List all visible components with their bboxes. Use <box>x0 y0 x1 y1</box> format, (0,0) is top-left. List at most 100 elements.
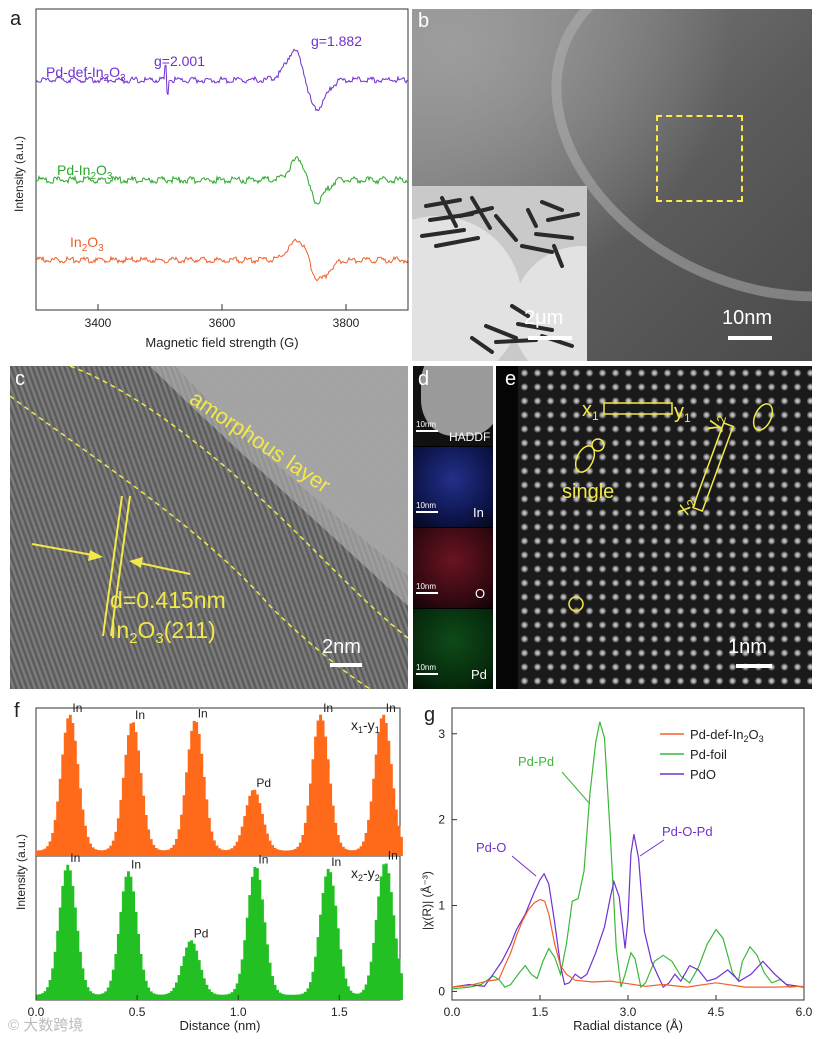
main-scalebar <box>728 336 772 340</box>
profile-bar <box>132 722 135 856</box>
profile-bar <box>309 783 312 856</box>
profile-bar <box>162 850 166 856</box>
profile-bar <box>79 788 82 856</box>
pd-map-tile: 10nm Pd <box>413 609 493 689</box>
profile-bar <box>250 876 254 1000</box>
profile-bar <box>326 868 330 1000</box>
profile-bar <box>364 833 368 856</box>
profile-bar <box>273 847 277 856</box>
profile-bar <box>147 829 151 856</box>
profile-bar <box>79 951 82 1000</box>
profile-bar <box>200 753 204 856</box>
peak-label: In <box>331 855 341 869</box>
profile-bar <box>296 846 300 856</box>
profile-bar <box>384 723 388 856</box>
profile-bar <box>223 850 226 856</box>
profile-bar <box>137 750 140 856</box>
profile-bar <box>53 819 57 856</box>
haddf-label: HADDF <box>449 430 491 444</box>
profile-bar <box>220 994 224 1000</box>
peak-label: In <box>131 858 141 872</box>
profile-bar <box>261 899 264 1000</box>
profile-bar <box>362 989 365 1000</box>
profile-bar <box>346 849 350 856</box>
profile-bar <box>253 867 257 1000</box>
profile-bar <box>162 994 166 1000</box>
stem-edge <box>496 366 518 689</box>
profile-bar <box>99 994 103 1000</box>
profile-bar <box>291 994 295 1000</box>
profile-bar <box>394 938 398 1000</box>
profile-bar <box>139 773 143 856</box>
profile-bar <box>202 777 206 856</box>
profile-bar <box>379 876 383 1000</box>
profile-bar <box>218 848 221 856</box>
haddf-tile: 10nm HADDF <box>413 366 493 446</box>
profile-bar <box>192 720 196 856</box>
epr-series-pd-def-in2o3 <box>35 48 409 112</box>
profile-bar <box>157 849 161 856</box>
exafs-xtick-label: 6.0 <box>796 1005 813 1019</box>
peak-label: In <box>70 851 80 865</box>
d-spacing-label: d=0.415nm <box>110 587 226 613</box>
watermark: © 大数跨境 <box>8 1017 84 1034</box>
profile-bar <box>392 915 396 1000</box>
profile-bar <box>137 934 140 1000</box>
profile-bar <box>43 848 47 856</box>
stem-scalebar-label: 1nm <box>728 636 767 658</box>
profile-bar <box>41 993 44 1000</box>
profile-bar <box>314 736 317 856</box>
profile-bar <box>283 994 287 1000</box>
peak-label: In <box>323 701 333 715</box>
profile-bar <box>71 885 75 1000</box>
profile-bar <box>149 991 153 1000</box>
profile-bar <box>367 819 370 856</box>
haddf-scalebar <box>416 430 438 432</box>
x1-label: x1 <box>582 399 599 423</box>
epr-xtick-label: 3800 <box>333 316 360 330</box>
zoom-box <box>656 115 743 202</box>
profile-bar <box>379 718 383 856</box>
profile-bar <box>372 942 376 1000</box>
profile-bar <box>124 754 128 856</box>
profile-bar <box>301 835 305 856</box>
profile-bar <box>167 993 171 1000</box>
exafs-series-pd-foil <box>451 721 805 990</box>
profile-bar <box>245 917 249 1000</box>
profile-bar <box>291 849 295 856</box>
profile-bar <box>296 994 300 1000</box>
profile-bar <box>190 940 194 1000</box>
profile-bar <box>205 984 209 1000</box>
profile-bar <box>329 783 333 856</box>
profile-bar <box>202 978 206 1000</box>
profile-bar <box>210 992 214 1000</box>
profile-bar <box>240 959 244 1000</box>
profile-bar <box>374 920 378 1000</box>
profile-bar <box>215 845 219 856</box>
profile-bar <box>382 714 386 856</box>
profile-bar <box>177 829 181 856</box>
panel-d-label: d <box>418 368 430 390</box>
single-atom-circle-2 <box>568 596 584 612</box>
profile-bar <box>114 831 118 856</box>
profile-bar <box>139 954 143 1000</box>
panel-c-label: c <box>15 368 25 390</box>
epr-chart-frame <box>35 8 409 311</box>
profile-bar <box>369 801 373 856</box>
profile-bar <box>43 991 47 1000</box>
profile-bar <box>271 976 274 1000</box>
inset-scalebar <box>528 336 572 340</box>
profile-bar <box>389 764 393 856</box>
profile-bar <box>91 847 95 856</box>
profile-bar <box>389 892 393 1000</box>
profile-bar <box>134 732 138 856</box>
profile-bar <box>109 980 113 1000</box>
profile-bar <box>195 950 199 1000</box>
profile-bar <box>86 987 90 1000</box>
profile-bar <box>121 777 125 856</box>
profile-bar <box>387 873 391 1000</box>
profile-bar <box>121 891 125 1000</box>
profile-bar <box>170 991 173 1000</box>
profile-bar <box>51 833 55 856</box>
nanorods <box>420 196 580 354</box>
